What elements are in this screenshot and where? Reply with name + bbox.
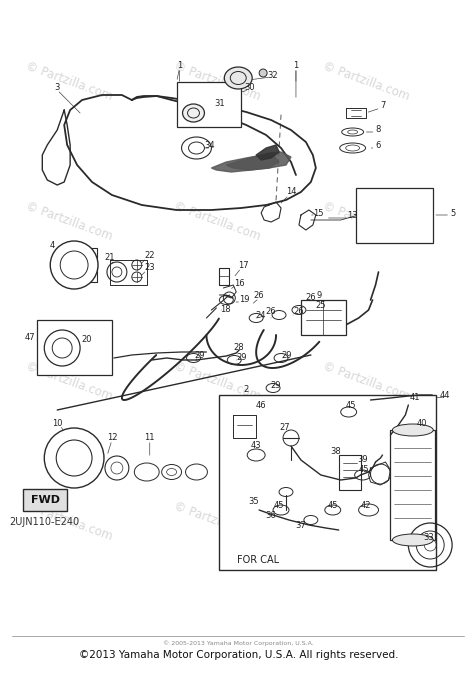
Text: 31: 31: [214, 99, 225, 107]
Text: 18: 18: [220, 306, 231, 315]
Text: 29: 29: [271, 381, 281, 389]
Text: 15: 15: [314, 209, 324, 217]
Text: 45: 45: [358, 464, 369, 473]
Bar: [356, 188, 433, 243]
Text: 43: 43: [251, 441, 262, 450]
Text: 5: 5: [450, 209, 456, 217]
Text: 45: 45: [346, 400, 356, 410]
Ellipse shape: [392, 534, 433, 546]
Text: 35: 35: [248, 497, 258, 506]
Text: 23: 23: [145, 263, 155, 271]
Text: © Partzilla.com: © Partzilla.com: [321, 360, 411, 404]
Text: 14: 14: [286, 188, 296, 196]
Text: 29: 29: [282, 350, 292, 360]
Text: © Partzilla.com: © Partzilla.com: [172, 360, 262, 404]
Text: 26: 26: [306, 294, 316, 302]
Text: © Partzilla.com: © Partzilla.com: [172, 200, 262, 244]
Circle shape: [259, 69, 267, 77]
Text: 26: 26: [293, 308, 304, 317]
Text: 19: 19: [239, 296, 249, 304]
Text: 33: 33: [423, 533, 434, 543]
Text: © Partzilla.com: © Partzilla.com: [321, 200, 411, 244]
Text: 6: 6: [376, 142, 381, 151]
Text: 24: 24: [256, 310, 266, 319]
Text: 9: 9: [316, 292, 321, 300]
Text: 25: 25: [316, 300, 326, 310]
Bar: [301, 300, 346, 335]
Text: 11: 11: [145, 433, 155, 441]
Text: 20: 20: [82, 335, 92, 344]
Text: 4: 4: [50, 242, 55, 250]
Text: 2: 2: [244, 385, 249, 394]
Text: © Partzilla.com: © Partzilla.com: [24, 500, 115, 543]
Text: 26: 26: [254, 290, 264, 300]
Polygon shape: [256, 145, 279, 160]
Circle shape: [50, 241, 98, 289]
Text: 1: 1: [177, 61, 182, 70]
Text: 21: 21: [105, 252, 115, 261]
Text: © Partzilla.com: © Partzilla.com: [321, 500, 411, 543]
Text: 37: 37: [296, 520, 306, 529]
Text: 40: 40: [417, 418, 428, 427]
Text: 32: 32: [268, 70, 278, 80]
Text: FWD: FWD: [31, 495, 60, 505]
Text: © Partzilla.com: © Partzilla.com: [24, 60, 115, 103]
Text: 7: 7: [380, 101, 385, 111]
Bar: [219, 395, 436, 570]
Text: 17: 17: [238, 261, 248, 269]
Text: © Partzilla.com: © Partzilla.com: [321, 60, 411, 103]
Text: 41: 41: [410, 392, 420, 402]
Text: 2UJN110-E240: 2UJN110-E240: [9, 517, 79, 527]
Text: © Partzilla.com: © Partzilla.com: [172, 500, 262, 543]
Text: 42: 42: [360, 500, 371, 510]
Text: 36: 36: [266, 510, 276, 520]
Text: 47: 47: [25, 333, 36, 342]
Text: 45: 45: [328, 500, 338, 510]
Text: 3: 3: [55, 82, 60, 92]
Ellipse shape: [224, 67, 252, 89]
Ellipse shape: [392, 424, 433, 436]
Text: ©2013 Yamaha Motor Corporation, U.S.A. All rights reserved.: ©2013 Yamaha Motor Corporation, U.S.A. A…: [79, 650, 398, 660]
Polygon shape: [211, 155, 279, 172]
Text: 46: 46: [256, 400, 266, 410]
Text: 1: 1: [293, 61, 299, 70]
Text: 16: 16: [234, 279, 245, 288]
Text: 34: 34: [204, 140, 215, 149]
Text: 27: 27: [280, 423, 290, 431]
Bar: [391, 430, 435, 540]
Text: 22: 22: [145, 250, 155, 259]
Text: 39: 39: [357, 456, 368, 464]
Text: 13: 13: [347, 211, 358, 221]
Text: 44: 44: [440, 391, 450, 400]
Bar: [177, 82, 241, 127]
Text: 8: 8: [376, 126, 381, 134]
Text: 28: 28: [233, 342, 244, 352]
Text: 30: 30: [244, 82, 255, 92]
Text: FOR CAL: FOR CAL: [237, 555, 279, 565]
Text: © Partzilla.com: © Partzilla.com: [24, 360, 115, 404]
Ellipse shape: [182, 104, 204, 122]
Text: © 2005-2013 Yamaha Motor Corporation, U.S.A.: © 2005-2013 Yamaha Motor Corporation, U.…: [163, 640, 314, 646]
Text: 45: 45: [274, 500, 284, 510]
Text: 12: 12: [107, 433, 117, 441]
Text: 26: 26: [266, 308, 276, 317]
Text: © Partzilla.com: © Partzilla.com: [172, 60, 262, 103]
Text: 38: 38: [330, 448, 341, 456]
Circle shape: [44, 428, 104, 488]
Bar: [339, 455, 361, 490]
FancyBboxPatch shape: [23, 489, 67, 511]
Polygon shape: [226, 152, 291, 170]
Text: 29: 29: [236, 352, 246, 362]
Bar: [37, 320, 112, 375]
Text: © Partzilla.com: © Partzilla.com: [24, 200, 115, 244]
Text: 10: 10: [52, 418, 63, 427]
Text: 29: 29: [194, 350, 205, 360]
